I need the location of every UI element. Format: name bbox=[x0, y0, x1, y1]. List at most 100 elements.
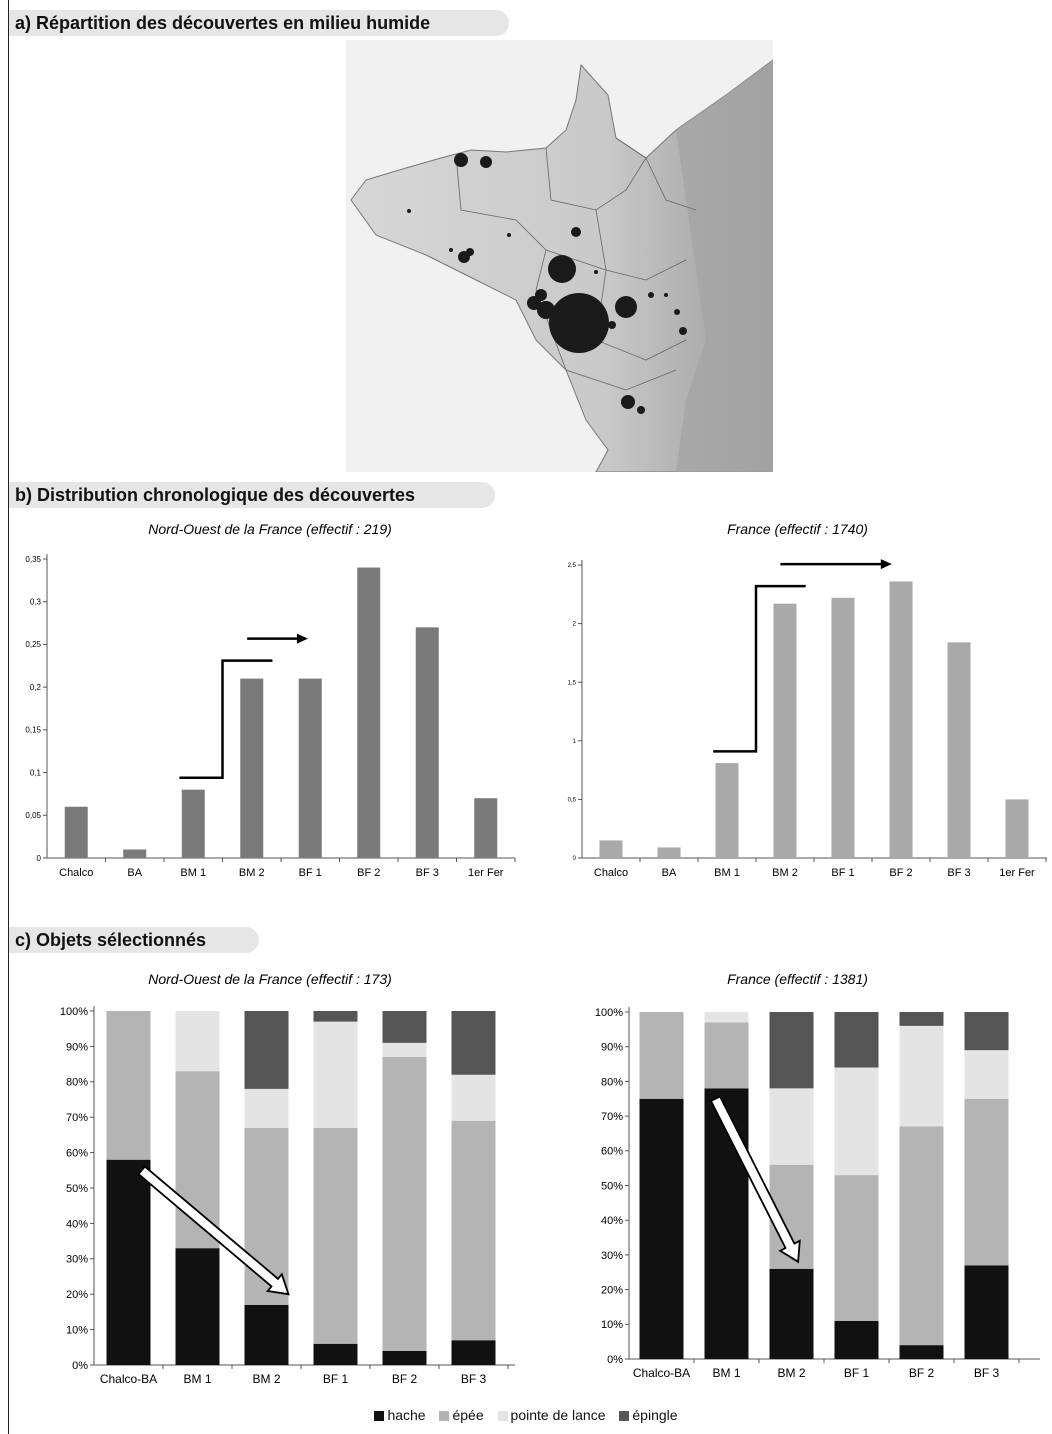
stacked-bar-segment bbox=[451, 1011, 496, 1075]
step-annotation bbox=[713, 584, 806, 753]
stacked-bar-segment bbox=[313, 1021, 358, 1128]
map-find-circles bbox=[407, 153, 687, 414]
x-tick-label: BM 2 bbox=[239, 867, 265, 879]
y-tick-label: 90% bbox=[66, 1041, 88, 1053]
x-tick-label: BF 2 bbox=[889, 867, 912, 879]
y-tick-label: 20% bbox=[601, 1284, 623, 1296]
x-tick-label: BF 1 bbox=[844, 1366, 870, 1380]
x-tick-label: BF 3 bbox=[947, 867, 970, 879]
stacked-bar-segment bbox=[834, 1012, 879, 1068]
trend-arrow-head bbox=[880, 559, 892, 570]
y-tick-label: 0,05 bbox=[25, 811, 41, 820]
x-tick-label: Chalco bbox=[59, 867, 93, 879]
stacked-bar-segment bbox=[106, 1159, 151, 1365]
y-tick-label: 50% bbox=[66, 1183, 88, 1195]
trend-arrow bbox=[137, 1165, 290, 1296]
map-east-relief bbox=[676, 60, 773, 472]
stacked-bar-segment bbox=[313, 1127, 358, 1344]
stacked-bar-segment bbox=[834, 1320, 879, 1359]
stacked-bar-segment bbox=[964, 1265, 1009, 1359]
chart-france-objets: France (effectif : 1381) 0% 10% 20% 30% 40% 50… bbox=[595, 971, 1040, 1380]
section-header-c: c) Objets sélectionnés bbox=[9, 927, 259, 953]
bar bbox=[889, 581, 913, 858]
stacked-bar-segment bbox=[899, 1025, 944, 1127]
stacked-bar-segment bbox=[899, 1126, 944, 1346]
bar bbox=[298, 678, 322, 858]
trend-arrow bbox=[709, 1095, 801, 1264]
y-tick-label: 20% bbox=[66, 1289, 88, 1301]
legend-item-pointe-de-lance: pointe de lance bbox=[497, 1407, 606, 1423]
stacked-bar-segment bbox=[244, 1011, 289, 1089]
x-tick-label: Chalco bbox=[594, 867, 628, 879]
y-tick-label: 0 bbox=[573, 856, 577, 862]
y-tick-label: 0,3 bbox=[30, 598, 42, 607]
x-tick-label: BM 1 bbox=[180, 867, 206, 879]
y-tick-label: 0 bbox=[37, 854, 42, 863]
map-image bbox=[346, 40, 773, 472]
stacked-bar-segment bbox=[834, 1067, 879, 1176]
x-tick-label: BF 3 bbox=[416, 867, 439, 879]
y-tick-label: 0,1 bbox=[30, 768, 42, 777]
chart-title: France (effectif : 1740) bbox=[727, 521, 868, 537]
stacked-bar-segment bbox=[382, 1042, 427, 1058]
y-tick-label: 70% bbox=[66, 1112, 88, 1124]
y-tick-label: 2 bbox=[573, 622, 577, 628]
x-tick-label: BF 2 bbox=[909, 1366, 935, 1380]
stacked-bar-segment bbox=[704, 1012, 749, 1023]
x-tick-label: 1er Fer bbox=[999, 867, 1035, 879]
y-tick-label: 80% bbox=[601, 1076, 623, 1088]
y-tick-label: 0,25 bbox=[25, 640, 41, 649]
x-tick-label: BF 1 bbox=[323, 1372, 349, 1386]
stacked-bar-segment bbox=[451, 1340, 496, 1365]
y-tick-label: 70% bbox=[601, 1111, 623, 1123]
x-tick-label: 1er Fer bbox=[468, 867, 504, 879]
bar bbox=[947, 642, 971, 858]
stacked-bar-segment bbox=[313, 1011, 358, 1022]
y-tick-label: 1 bbox=[573, 739, 577, 745]
legend-swatch bbox=[497, 1411, 508, 1422]
y-tick-label: 10% bbox=[601, 1319, 623, 1331]
stacked-bar-segment bbox=[899, 1012, 944, 1026]
stacked-bar-segment bbox=[244, 1088, 289, 1128]
x-tick-label: BA bbox=[127, 867, 142, 879]
legend-label: épingle bbox=[632, 1407, 678, 1423]
stacked-bar-segment bbox=[769, 1012, 814, 1089]
chart-france-distribution: France (effectif : 1740) 0 0,5 1 1,5 2 2,5 Chal… bbox=[568, 521, 1047, 879]
legend-label: épée bbox=[452, 1407, 484, 1423]
bar bbox=[415, 627, 439, 858]
y-tick-label: 0,5 bbox=[568, 798, 577, 804]
stacked-bar-segment bbox=[106, 1011, 151, 1160]
y-tick-label: 90% bbox=[601, 1042, 623, 1054]
stacked-bar-segment bbox=[769, 1088, 814, 1165]
x-tick-label: BF 2 bbox=[392, 1372, 418, 1386]
bar bbox=[831, 597, 855, 858]
trend-arrow-head bbox=[296, 633, 308, 644]
legend-item-hache: hache bbox=[374, 1407, 426, 1423]
y-tick-label: 30% bbox=[66, 1254, 88, 1266]
x-tick-label: BM 2 bbox=[772, 867, 798, 879]
legend-swatch bbox=[374, 1411, 385, 1422]
stacked-bar-segment bbox=[899, 1345, 944, 1359]
bar bbox=[715, 763, 739, 858]
x-tick-label: BM 1 bbox=[712, 1366, 740, 1380]
stacked-bar-segment bbox=[175, 1248, 220, 1365]
stacked-bar-segment bbox=[451, 1120, 496, 1341]
x-tick-label: BM 2 bbox=[252, 1372, 280, 1386]
y-tick-label: 10% bbox=[66, 1324, 88, 1336]
bar bbox=[474, 798, 498, 858]
y-tick-label: 60% bbox=[66, 1147, 88, 1159]
stacked-bar-segment bbox=[175, 1011, 220, 1072]
y-tick-label: 100% bbox=[60, 1006, 88, 1018]
legend-swatch bbox=[619, 1411, 630, 1422]
bar bbox=[357, 567, 381, 858]
x-tick-label: BF 3 bbox=[461, 1372, 487, 1386]
map-borders bbox=[455, 137, 697, 391]
chart-nord-ouest-objets: Nord-Ouest de la France (effectif : 173)… bbox=[60, 971, 515, 1386]
y-tick-label: 50% bbox=[601, 1180, 623, 1192]
x-tick-label: BF 1 bbox=[831, 867, 854, 879]
y-tick-label: 2,5 bbox=[568, 563, 577, 569]
stacked-bar-segment bbox=[313, 1343, 358, 1365]
stacked-bar-segment bbox=[244, 1304, 289, 1365]
bar bbox=[657, 847, 681, 858]
y-tick-label: 30% bbox=[601, 1250, 623, 1262]
